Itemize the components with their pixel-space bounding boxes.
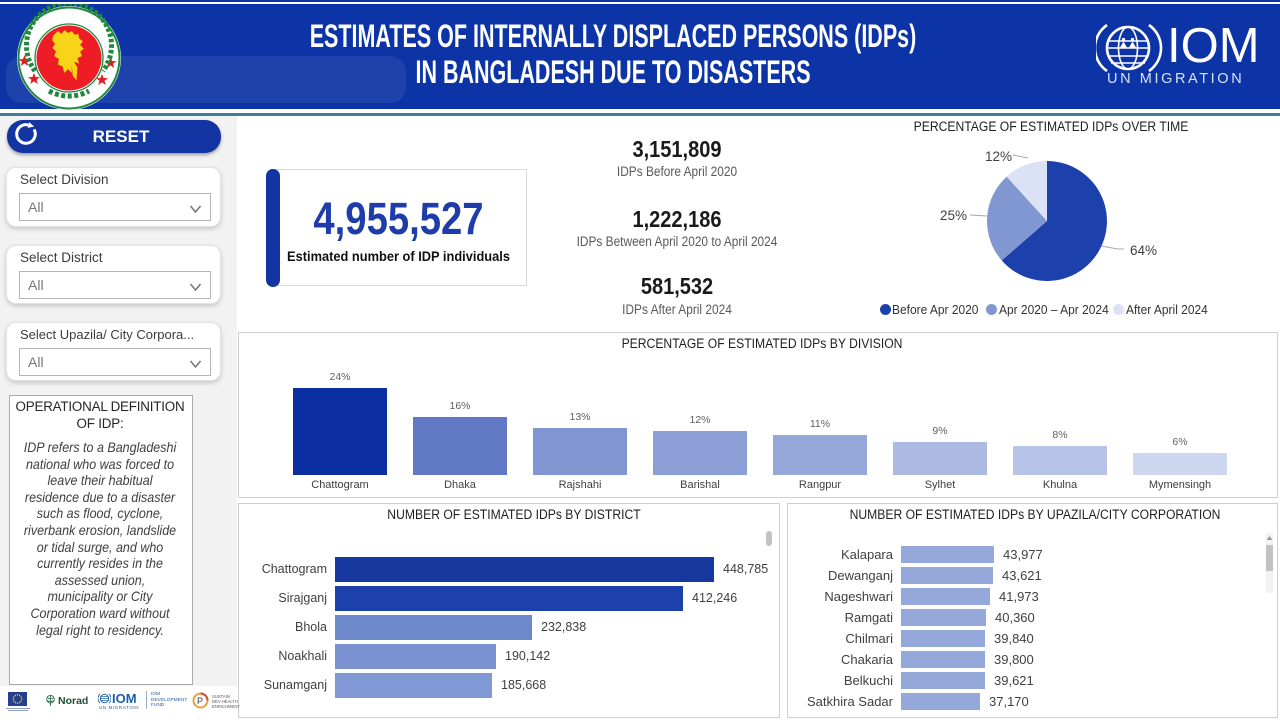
svg-text:P: P	[197, 696, 203, 706]
